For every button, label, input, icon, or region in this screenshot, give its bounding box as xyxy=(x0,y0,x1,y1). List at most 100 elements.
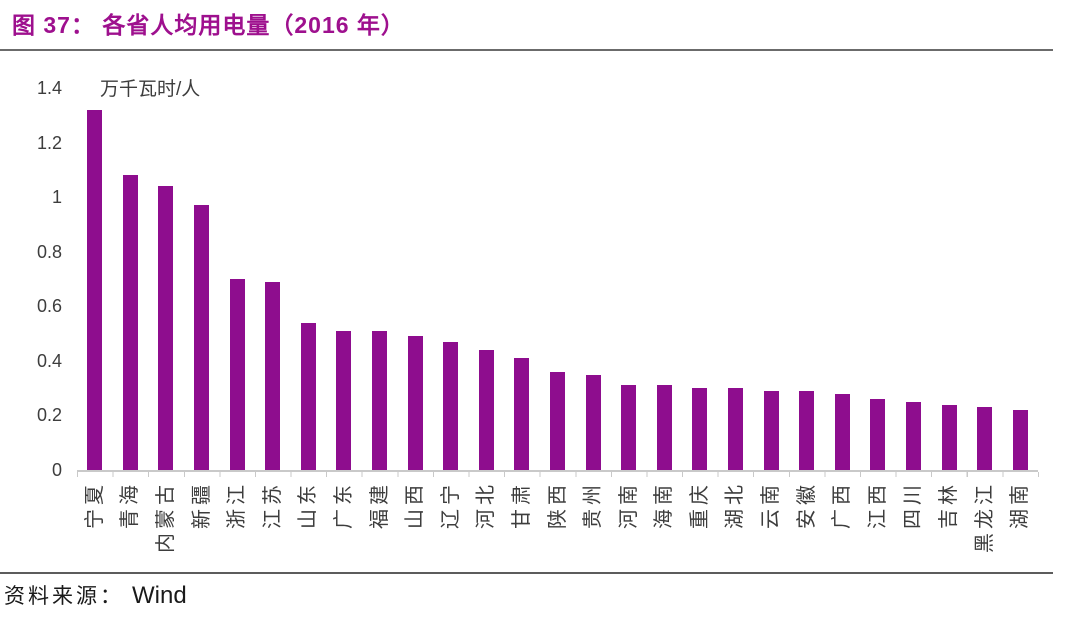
bar-河南 xyxy=(621,385,637,470)
x-axis-label-青海: 青海 xyxy=(119,481,142,529)
x-axis-label-山西: 山西 xyxy=(404,481,427,529)
bar-slot xyxy=(148,88,184,470)
bar-slot xyxy=(682,88,718,470)
x-axis-label-贵州: 贵州 xyxy=(582,481,605,529)
source-value: Wind xyxy=(132,582,187,609)
x-axis-label-江西: 江西 xyxy=(866,481,889,529)
bar-slot xyxy=(753,88,789,470)
footer-divider xyxy=(0,572,1053,574)
bar-slot xyxy=(77,88,113,470)
x-axis-label-吉林: 吉林 xyxy=(938,481,961,529)
x-axis-label-内蒙古: 内蒙古 xyxy=(154,481,177,553)
bar-slot xyxy=(789,88,825,470)
bar-宁夏 xyxy=(87,109,103,470)
bar-slot xyxy=(540,88,576,470)
bar-黑龙江 xyxy=(977,407,993,470)
bar-江西 xyxy=(870,399,886,470)
bar-slot xyxy=(718,88,754,470)
x-axis-label-江苏: 江苏 xyxy=(261,481,284,529)
bar-浙江 xyxy=(229,279,245,470)
x-axis-label-云南: 云南 xyxy=(760,481,783,529)
bar-slot xyxy=(575,88,611,470)
y-axis-tick-label: 0.8 xyxy=(36,241,62,262)
bar-广东 xyxy=(336,330,352,470)
bar-slot xyxy=(1002,88,1038,470)
bar-湖北 xyxy=(727,388,743,470)
x-axis-label-甘肃: 甘肃 xyxy=(510,481,533,529)
bar-吉林 xyxy=(941,404,957,470)
x-axis-label-河南: 河南 xyxy=(617,481,640,529)
bar-江苏 xyxy=(265,281,281,470)
x-axis-tick-marks xyxy=(77,472,1039,477)
x-axis-label-陕西: 陕西 xyxy=(546,481,569,529)
y-axis-tick-label: 0.6 xyxy=(36,296,62,317)
bar-山东 xyxy=(300,322,316,470)
y-axis-tick-label: 0.4 xyxy=(36,350,62,371)
bar-山西 xyxy=(407,336,423,470)
bar-陕西 xyxy=(550,371,566,470)
source-label: 资料来源： xyxy=(4,584,124,608)
y-axis-tick-label: 0.2 xyxy=(36,405,62,426)
bar-海南 xyxy=(656,385,672,470)
bar-slot xyxy=(896,88,932,470)
bar-slot xyxy=(397,88,433,470)
bar-slot xyxy=(326,88,362,470)
x-axis-category-labels: 宁夏 青海 内蒙古 新疆 浙江 江苏 山东 广东 福建 山西 辽宁 河北 甘肃 陕西 贵州 河南 海南 重庆 湖北云… xyxy=(77,481,1038,573)
bar-slot xyxy=(611,88,647,470)
bar-新疆 xyxy=(194,205,210,470)
bar-四川 xyxy=(905,401,921,470)
x-axis-label-广东: 广东 xyxy=(332,481,355,529)
bar-slot xyxy=(362,88,398,470)
bar-slot xyxy=(184,88,220,470)
x-axis-label-海南: 海南 xyxy=(653,481,676,529)
bar-chart-plot-area xyxy=(77,88,1038,472)
bar-甘肃 xyxy=(514,358,530,470)
bar-青海 xyxy=(122,175,138,470)
x-axis-label-四川: 四川 xyxy=(902,481,925,529)
x-axis-label-安徽: 安徽 xyxy=(795,481,818,529)
bar-河北 xyxy=(478,349,494,470)
x-axis-label-福建: 福建 xyxy=(368,481,391,529)
bar-重庆 xyxy=(692,388,708,470)
bar-slot xyxy=(469,88,505,470)
x-axis-label-宁夏: 宁夏 xyxy=(83,481,106,529)
bar-slot xyxy=(433,88,469,470)
bar-slot xyxy=(967,88,1003,470)
y-axis-tick-labels: 0 0.2 0.4 0.6 0.8 1 1.2 1.4 xyxy=(0,60,62,490)
x-axis-label-浙江: 浙江 xyxy=(226,481,249,529)
bar-slot xyxy=(219,88,255,470)
x-axis-label-湖北: 湖北 xyxy=(724,481,747,529)
x-axis-label-河北: 河北 xyxy=(475,481,498,529)
bar-广西 xyxy=(834,393,850,470)
bar-湖南 xyxy=(1012,409,1028,470)
source-line: 资料来源： Wind xyxy=(4,580,187,610)
bar-slot xyxy=(824,88,860,470)
x-axis-label-广西: 广西 xyxy=(831,481,854,529)
bar-贵州 xyxy=(585,374,601,470)
bar-福建 xyxy=(372,330,388,470)
bar-slot xyxy=(113,88,149,470)
bar-slot xyxy=(647,88,683,470)
y-axis-tick-label: 1.2 xyxy=(36,132,62,153)
bar-slot xyxy=(255,88,291,470)
x-axis-label-新疆: 新疆 xyxy=(190,481,213,529)
bar-内蒙古 xyxy=(158,186,174,470)
y-axis-tick-label: 0 xyxy=(51,460,62,480)
y-axis-tick-label: 1.4 xyxy=(36,78,62,98)
y-axis-tick-label: 1 xyxy=(51,187,62,208)
bar-云南 xyxy=(763,390,779,470)
bar-slot xyxy=(931,88,967,470)
bar-slot xyxy=(291,88,327,470)
bar-安徽 xyxy=(799,390,815,470)
x-axis-label-山东: 山东 xyxy=(297,481,320,529)
bar-slot xyxy=(504,88,540,470)
title-divider xyxy=(0,49,1053,51)
x-axis-label-重庆: 重庆 xyxy=(688,481,711,529)
figure-title: 图 37： 各省人均用电量（2016 年） xyxy=(12,12,405,38)
x-axis-label-湖南: 湖南 xyxy=(1009,481,1032,529)
bar-辽宁 xyxy=(443,341,459,470)
x-axis-label-辽宁: 辽宁 xyxy=(439,481,462,529)
x-axis-label-黑龙江: 黑龙江 xyxy=(973,481,996,553)
y-axis-unit-label: 万千瓦时/人 xyxy=(100,79,201,100)
